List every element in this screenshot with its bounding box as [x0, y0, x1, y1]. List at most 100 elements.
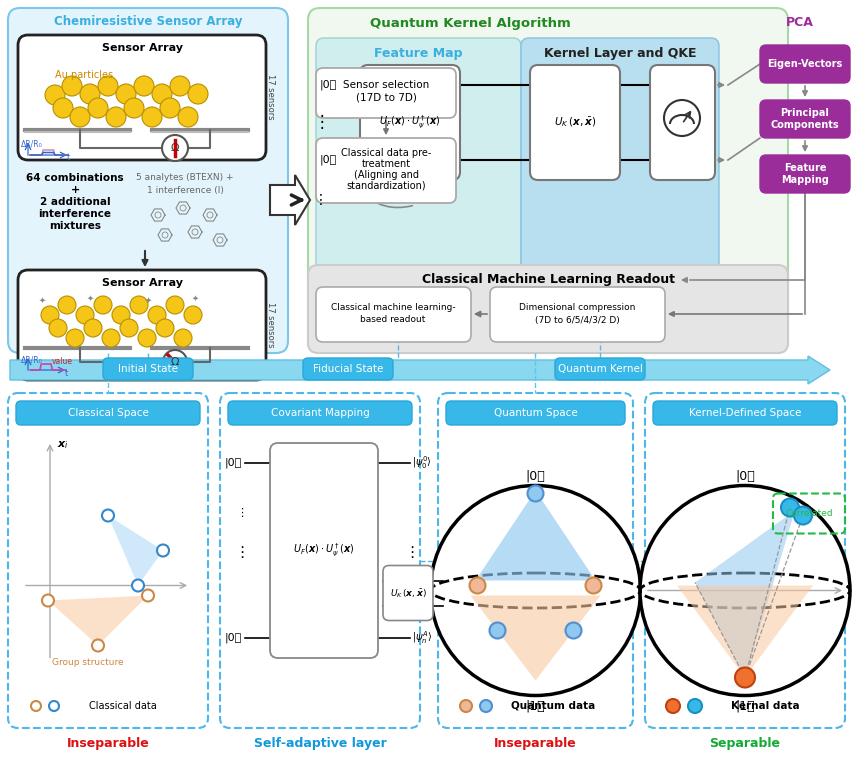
Text: ΔR/R₀: ΔR/R₀ — [21, 355, 43, 365]
Circle shape — [188, 84, 208, 104]
Polygon shape — [476, 490, 595, 581]
Circle shape — [112, 306, 130, 324]
Text: ✦: ✦ — [144, 295, 151, 305]
Text: Inseparable: Inseparable — [66, 736, 150, 749]
Circle shape — [480, 700, 492, 712]
Circle shape — [88, 98, 108, 118]
Text: Ω: Ω — [171, 143, 179, 153]
Text: Feature
Mapping: Feature Mapping — [781, 163, 829, 185]
Text: Classical Space: Classical Space — [68, 408, 149, 418]
Polygon shape — [48, 595, 148, 645]
Text: PCA: PCA — [786, 16, 814, 29]
FancyBboxPatch shape — [760, 45, 850, 83]
FancyBboxPatch shape — [521, 38, 719, 286]
Circle shape — [664, 100, 700, 136]
Text: Kernel Layer and QKE: Kernel Layer and QKE — [544, 46, 697, 59]
Text: |0〉: |0〉 — [224, 633, 242, 643]
Circle shape — [735, 668, 755, 688]
Text: ⋮: ⋮ — [235, 546, 249, 561]
FancyBboxPatch shape — [228, 401, 412, 425]
Circle shape — [178, 107, 198, 127]
Text: |0〉: |0〉 — [224, 458, 242, 468]
Text: Quantum data: Quantum data — [511, 701, 595, 711]
Circle shape — [49, 701, 59, 711]
Text: ✦: ✦ — [39, 295, 46, 305]
FancyBboxPatch shape — [760, 155, 850, 193]
Text: Covariant Mapping: Covariant Mapping — [271, 408, 370, 418]
Text: Classical data pre-: Classical data pre- — [341, 148, 431, 158]
Text: Au particles: Au particles — [55, 70, 114, 80]
Circle shape — [70, 107, 90, 127]
Polygon shape — [470, 595, 600, 681]
Circle shape — [92, 639, 104, 651]
Circle shape — [116, 84, 136, 104]
FancyBboxPatch shape — [270, 443, 378, 658]
Circle shape — [142, 590, 154, 601]
Circle shape — [66, 329, 84, 347]
Text: Feature Map: Feature Map — [374, 46, 463, 59]
Text: $U_F(\boldsymbol{x})\cdot U_\psi^\dagger(\boldsymbol{x})$: $U_F(\boldsymbol{x})\cdot U_\psi^\dagger… — [293, 542, 354, 559]
Text: Sensor Array: Sensor Array — [101, 43, 182, 53]
Circle shape — [124, 98, 144, 118]
Circle shape — [163, 350, 187, 374]
FancyBboxPatch shape — [650, 65, 715, 180]
FancyBboxPatch shape — [645, 393, 845, 728]
Circle shape — [586, 577, 601, 594]
Text: ⋮: ⋮ — [404, 546, 420, 561]
Circle shape — [84, 319, 102, 337]
FancyBboxPatch shape — [530, 65, 620, 180]
Circle shape — [49, 319, 67, 337]
Text: $U_F(\boldsymbol{x})\cdot U_\psi^\dagger(\boldsymbol{x})$: $U_F(\boldsymbol{x})\cdot U_\psi^\dagger… — [379, 113, 440, 131]
Text: (7D to 6/5/4/3/2 D): (7D to 6/5/4/3/2 D) — [535, 315, 619, 325]
Text: $|\psi_0^0\rangle$: $|\psi_0^0\rangle$ — [412, 455, 432, 471]
Circle shape — [134, 76, 154, 96]
Polygon shape — [270, 175, 310, 225]
Circle shape — [431, 486, 641, 695]
FancyBboxPatch shape — [18, 35, 266, 160]
Polygon shape — [695, 510, 795, 678]
Text: value: value — [52, 358, 73, 366]
Circle shape — [106, 107, 126, 127]
Text: Fiducial State: Fiducial State — [313, 364, 384, 374]
Text: interference: interference — [39, 209, 112, 219]
Text: Chemiresistive Sensor Array: Chemiresistive Sensor Array — [53, 15, 243, 29]
Text: Eigen-Vectors: Eigen-Vectors — [767, 59, 843, 69]
Circle shape — [166, 296, 184, 314]
FancyBboxPatch shape — [383, 565, 433, 621]
Text: standardization): standardization) — [347, 181, 426, 191]
Text: Group structure: Group structure — [52, 658, 124, 667]
FancyBboxPatch shape — [316, 287, 471, 342]
Circle shape — [102, 329, 120, 347]
Circle shape — [157, 544, 169, 557]
Text: $U_K\,(\boldsymbol{x},\bar{\boldsymbol{x}})$: $U_K\,(\boldsymbol{x},\bar{\boldsymbol{x… — [554, 115, 596, 129]
Circle shape — [156, 319, 174, 337]
Text: based readout: based readout — [360, 315, 426, 325]
Text: (17D to 7D): (17D to 7D) — [355, 92, 416, 102]
Text: |1〉: |1〉 — [525, 699, 545, 712]
Polygon shape — [677, 585, 813, 678]
FancyBboxPatch shape — [653, 401, 837, 425]
Text: 5 analytes (BTEXN) +: 5 analytes (BTEXN) + — [136, 173, 234, 183]
Text: 64 combinations: 64 combinations — [26, 173, 124, 183]
Circle shape — [162, 135, 188, 161]
Text: 1 interference (I): 1 interference (I) — [146, 186, 224, 194]
Circle shape — [120, 319, 138, 337]
Circle shape — [45, 85, 65, 105]
Circle shape — [688, 699, 702, 713]
Circle shape — [53, 98, 73, 118]
Circle shape — [31, 701, 41, 711]
FancyBboxPatch shape — [220, 393, 420, 728]
Circle shape — [62, 76, 82, 96]
Polygon shape — [108, 516, 163, 585]
Text: |0〉: |0〉 — [320, 155, 337, 165]
FancyBboxPatch shape — [555, 358, 645, 380]
FancyBboxPatch shape — [18, 270, 266, 380]
FancyBboxPatch shape — [303, 358, 393, 380]
Text: ⋮: ⋮ — [314, 193, 328, 207]
FancyBboxPatch shape — [316, 68, 456, 118]
FancyBboxPatch shape — [490, 287, 665, 342]
Circle shape — [794, 507, 812, 524]
Text: Kernel-Defined Space: Kernel-Defined Space — [689, 408, 802, 418]
Text: 17 sensors: 17 sensors — [266, 302, 274, 348]
FancyBboxPatch shape — [8, 8, 288, 353]
